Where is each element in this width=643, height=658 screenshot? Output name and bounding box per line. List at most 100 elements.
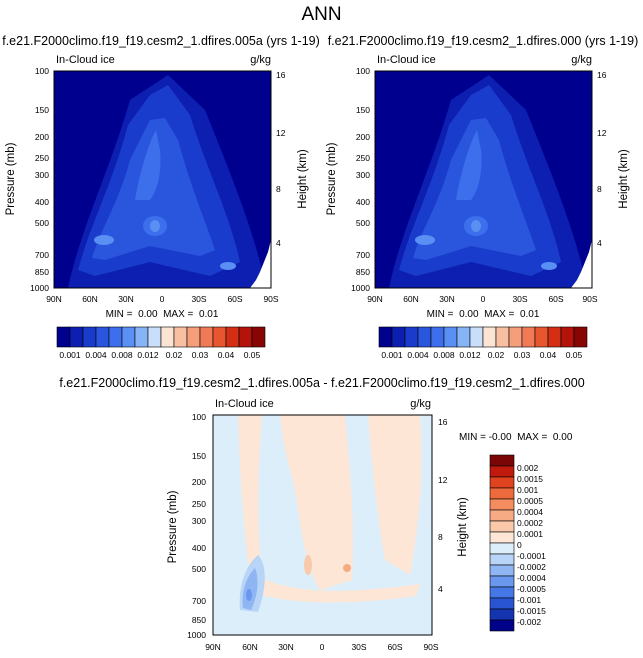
panel-3-colorbar-swatch xyxy=(489,487,515,500)
panel-2-y2ticks: 16 12 8 4 xyxy=(597,70,607,248)
panel-1-ytick: 850 xyxy=(35,267,49,277)
panel-1-plot xyxy=(53,70,272,289)
panel-3-colorbar-label: 0.0004 xyxy=(517,507,543,517)
panel-3-xtick: 60S xyxy=(387,642,402,652)
panel-3-colorbar-swatch xyxy=(489,564,515,577)
panel-1-left-blob xyxy=(94,235,114,245)
panel-1-contour-4 xyxy=(135,130,161,200)
panel-1-ytick: 400 xyxy=(35,197,49,207)
panel-3-minmax: MIN = -0.00 MAX = 0.00 xyxy=(459,432,573,443)
panel-1-xtick: 60S xyxy=(227,294,242,304)
panel-2-right-blob xyxy=(541,262,557,270)
panel-1-colorbar-swatch xyxy=(121,326,136,348)
panel-3-colorbar-swatch xyxy=(489,498,515,511)
panel-3-colorbar-label: -0.0002 xyxy=(517,562,546,572)
panel-1-xtick: 90S xyxy=(263,294,278,304)
panel-1-colorbar-swatch xyxy=(69,326,84,348)
panel-2-colorbar-swatch xyxy=(482,326,497,348)
panel-1-ytick: 300 xyxy=(35,170,49,180)
panel-3-title: f.e21.F2000climo.f19_f19.cesm2_1.dfires.… xyxy=(59,376,584,390)
panel-1-colorbar-label: 0.05 xyxy=(244,350,261,360)
panel-1-colorbar-swatch xyxy=(147,326,162,348)
panel-2-colorbar-swatch xyxy=(534,326,549,348)
panel-3-colorbar-label: 0.002 xyxy=(517,463,539,473)
panel-2-y2tick: 16 xyxy=(597,70,607,80)
panel-2-colorbar-label: 0.02 xyxy=(488,350,505,360)
panel-3-colorbar-label: -0.002 xyxy=(517,617,541,627)
panel-3-xtick: 90N xyxy=(205,642,221,652)
panel-1-ylabel: Pressure (mb) xyxy=(5,142,17,215)
panel-3-colorbar: 0.002 0.0015 0.001 0.0005 0.0004 0.0002 … xyxy=(489,454,546,632)
panel-3-y2tick: 16 xyxy=(438,417,448,427)
panel-2-colorbar-swatch xyxy=(521,326,536,348)
panel-1-colorbar-swatch xyxy=(82,326,97,348)
panel-2-colorbar-swatch xyxy=(443,326,458,348)
panel-2-colorbar-label: 0.008 xyxy=(433,350,455,360)
panel-1-colorbar-swatch xyxy=(186,326,201,348)
panel-2-yticks: 100 150 200 250 300 400 500 700 850 1000 xyxy=(351,66,370,293)
panel-2-xtick: 90N xyxy=(367,294,383,304)
panel-3-ytick: 400 xyxy=(192,543,206,553)
panel-2-colorbar-swatch xyxy=(573,326,588,348)
panel-3-y2tick: 12 xyxy=(438,475,448,485)
panel-2-colorbar-label: 0.001 xyxy=(381,350,403,360)
panel-2-ground-mask xyxy=(571,240,592,288)
panel-1-xtick: 30S xyxy=(191,294,206,304)
panel-3-field-label: In-Cloud ice xyxy=(215,398,274,410)
panel-1-ytick: 200 xyxy=(35,132,49,142)
panel-1-colorbar-swatch xyxy=(160,326,175,348)
panel-1-units: g/kg xyxy=(250,54,271,66)
panel-1-colorbar-swatch xyxy=(225,326,240,348)
panel-1-colorbar-label: 0.008 xyxy=(111,350,133,360)
panel-3-colorbar-swatch xyxy=(489,476,515,489)
panel-2-colorbar-swatch xyxy=(391,326,406,348)
panel-1-yticks: 100 150 200 250 300 400 500 700 850 1000 xyxy=(30,66,49,293)
panel-3-ytick: 250 xyxy=(192,499,206,509)
panel-1-ground-mask xyxy=(250,240,271,288)
panel-1-y2tick: 4 xyxy=(276,238,281,248)
panel-2-max-inner xyxy=(471,220,481,232)
panel-2-colorbar-swatch xyxy=(495,326,510,348)
panel-1-colorbar-swatch xyxy=(238,326,253,348)
panel-2-left-blob xyxy=(415,235,435,245)
panel-1-y2tick: 16 xyxy=(276,70,286,80)
panel-1-colorbar-swatch xyxy=(95,326,110,348)
panel-1-ytick: 1000 xyxy=(30,283,49,293)
panel-3-plot xyxy=(212,414,433,636)
panel-1-colorbar-label: 0.004 xyxy=(85,350,107,360)
panel-1-xtick: 90N xyxy=(46,294,62,304)
panel-3-xticks: 90N 60N 30N 0 30S 60S 90S xyxy=(205,642,439,652)
panel-2-xticks: 90N 60N 30N 0 30S 60S 90S xyxy=(367,294,598,304)
panel-3-colorbar-swatch xyxy=(489,454,515,467)
panel-2-ytick: 1000 xyxy=(351,283,370,293)
panel-2-ytick: 200 xyxy=(356,132,370,142)
panel-3-ytick: 150 xyxy=(192,451,206,461)
panel-3: f.e21.F2000climo.f19_f19.cesm2_1.dfires.… xyxy=(59,376,584,652)
panel-2-colorbar-label: 0.012 xyxy=(459,350,481,360)
panel-1-ytick: 500 xyxy=(35,218,49,228)
panel-2-plot xyxy=(374,70,593,289)
panel-2-ytick: 250 xyxy=(356,153,370,163)
panel-3-pos-max-1 xyxy=(304,555,312,575)
panel-3-ytick: 850 xyxy=(192,615,206,625)
panel-2-colorbar-swatch xyxy=(469,326,484,348)
panel-1-right-blob xyxy=(220,262,236,270)
panel-2-colorbar-swatch xyxy=(404,326,419,348)
panel-3-xtick: 90S xyxy=(423,642,438,652)
panel-1-frame xyxy=(53,70,272,289)
panel-1-xtick: 0 xyxy=(160,294,165,304)
panel-2-ytick: 850 xyxy=(356,267,370,277)
panel-3-y2tick: 8 xyxy=(438,532,443,542)
panel-1-colorbar-swatch xyxy=(212,326,227,348)
panel-1-ytick: 150 xyxy=(35,105,49,115)
panel-1-y2tick: 8 xyxy=(276,184,281,194)
panel-3-colorbar-label: 0.0005 xyxy=(517,496,543,506)
panel-3-yticks: 100 150 200 250 300 400 500 700 850 1000 xyxy=(187,412,206,640)
panel-3-colorbar-label: 0.001 xyxy=(517,485,539,495)
panel-2-ytick: 150 xyxy=(356,105,370,115)
panel-2-title: f.e21.F2000climo.f19_f19.cesm2_1.dfires.… xyxy=(328,34,639,48)
panel-3-colorbar-label: -0.0005 xyxy=(517,584,546,594)
panel-1-ytick: 100 xyxy=(35,66,49,76)
panel-1-colorbar: 0.001 0.004 0.008 0.012 0.02 0.03 0.04 0… xyxy=(56,326,266,360)
panel-1-xtick: 60N xyxy=(82,294,98,304)
